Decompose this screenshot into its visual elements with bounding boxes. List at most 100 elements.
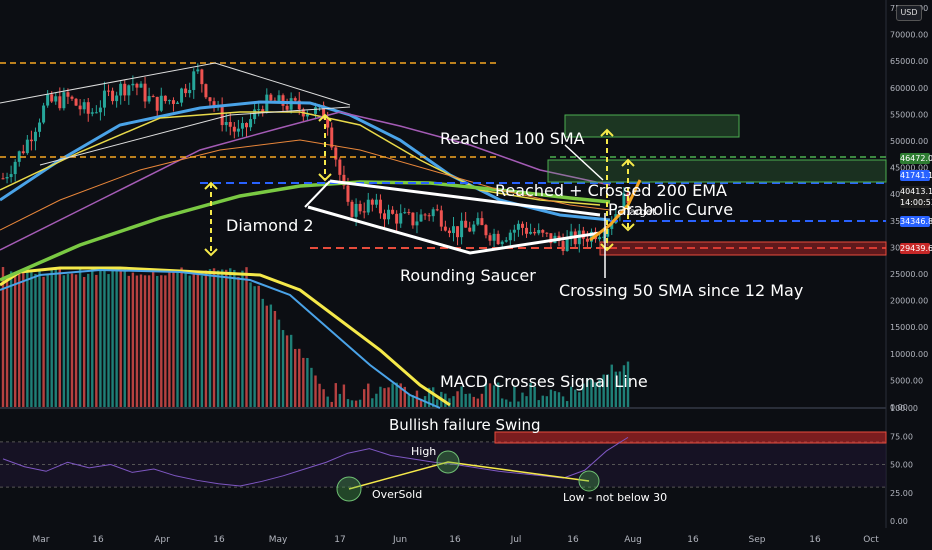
rsi-tick-label: 100.00	[890, 404, 918, 413]
candle-body	[399, 213, 403, 224]
histogram-bar	[119, 271, 122, 407]
candle-body	[314, 107, 317, 114]
histogram-bar	[294, 348, 297, 407]
histogram-bar	[419, 398, 423, 407]
candle-body	[415, 221, 419, 226]
chart-annotation: Reached 100 SMA	[440, 129, 585, 148]
histogram-bar	[533, 386, 536, 407]
histogram-bar	[164, 275, 167, 407]
candle-body	[569, 231, 573, 238]
time-tick-label: Apr	[154, 535, 170, 545]
candle-body	[366, 199, 370, 213]
histogram-bar	[553, 391, 557, 407]
candle-body	[90, 112, 94, 114]
candle-body	[269, 94, 273, 101]
histogram-bar	[180, 267, 183, 407]
candle-body	[525, 227, 529, 234]
candle-body	[78, 105, 82, 110]
histogram-bar	[395, 382, 398, 407]
candle-body	[330, 127, 334, 148]
candle-body	[512, 229, 516, 233]
candle-body	[188, 89, 192, 94]
candle-body	[338, 159, 342, 175]
histogram-bar	[289, 334, 293, 407]
target-arrow-head	[600, 128, 614, 137]
rsi-annotation: High	[411, 445, 436, 458]
price-badge-last-price: 40413.18	[900, 186, 932, 197]
histogram-bar	[310, 367, 313, 407]
rsi-annotation: OverSold	[372, 488, 422, 501]
histogram-bar	[505, 399, 508, 407]
histogram-bar	[160, 275, 163, 407]
histogram-bar	[237, 276, 240, 407]
candle-body	[62, 92, 66, 109]
histogram-bar	[448, 398, 451, 407]
histogram-bar	[427, 387, 431, 407]
price-tick-label: 50000.00	[890, 137, 928, 146]
histogram-bar	[261, 298, 264, 407]
histogram-bar	[176, 270, 179, 407]
histogram-bar	[375, 393, 378, 407]
candle-body	[496, 233, 500, 245]
candle-body	[285, 105, 289, 110]
candle-body	[431, 209, 435, 217]
diamond-left-line	[304, 180, 331, 208]
candle-body	[533, 231, 537, 234]
histogram-bar	[58, 268, 62, 407]
candle-body	[180, 88, 184, 103]
histogram-bar	[42, 276, 45, 407]
candle-body	[240, 123, 244, 129]
rsi-tick-label: 75.00	[890, 432, 913, 441]
price-tick-label: 5000.00	[890, 376, 923, 385]
price-tick-label: 45000.00	[890, 164, 928, 173]
histogram-bar	[18, 272, 21, 407]
histogram-bar	[358, 399, 362, 407]
time-tick-label: May	[269, 535, 288, 545]
diamond-top-line	[329, 179, 601, 217]
time-tick-label: 16	[92, 535, 104, 545]
time-tick-label: Mar	[33, 535, 50, 545]
histogram-bar	[131, 272, 135, 407]
parabolic-curve-line	[589, 179, 642, 242]
histogram-bar	[549, 389, 553, 407]
histogram-bar	[476, 398, 480, 407]
time-tick-label: Sep	[749, 535, 766, 545]
candle-body	[236, 128, 240, 132]
candle-body	[589, 231, 593, 242]
histogram-bar	[387, 387, 390, 407]
histogram-bar	[220, 269, 224, 407]
candle-body	[411, 212, 415, 226]
histogram-bar	[330, 401, 333, 407]
price-tick-label: 70000.00	[890, 31, 928, 40]
candle-body	[228, 122, 232, 127]
candle-body	[435, 209, 439, 211]
histogram-bar	[509, 401, 512, 407]
histogram-bar	[139, 274, 143, 407]
target-arrow-head	[318, 173, 332, 182]
histogram-bar	[354, 400, 358, 407]
candle-body	[1, 178, 5, 180]
candle-body	[200, 69, 204, 85]
candle-body	[29, 139, 33, 142]
candle-body	[220, 106, 224, 126]
failure-swing-line	[348, 461, 590, 490]
candle-body	[610, 223, 614, 229]
candle-body	[488, 235, 492, 241]
histogram-bar	[565, 401, 569, 407]
histogram-bar	[314, 375, 317, 407]
histogram-bar	[34, 273, 37, 407]
histogram-bar	[22, 272, 25, 407]
currency-button[interactable]: USD	[896, 5, 922, 21]
histogram-bar	[480, 393, 484, 407]
candle-body	[66, 92, 70, 97]
rsi-overbought-box	[494, 431, 887, 444]
histogram-bar	[298, 348, 301, 407]
histogram-bar	[403, 386, 406, 407]
histogram-bar	[590, 378, 593, 407]
histogram-bar	[456, 391, 459, 407]
histogram-bar	[363, 389, 366, 407]
histogram-bar	[578, 392, 581, 407]
candle-body	[346, 185, 350, 202]
histogram-bar	[411, 395, 415, 407]
